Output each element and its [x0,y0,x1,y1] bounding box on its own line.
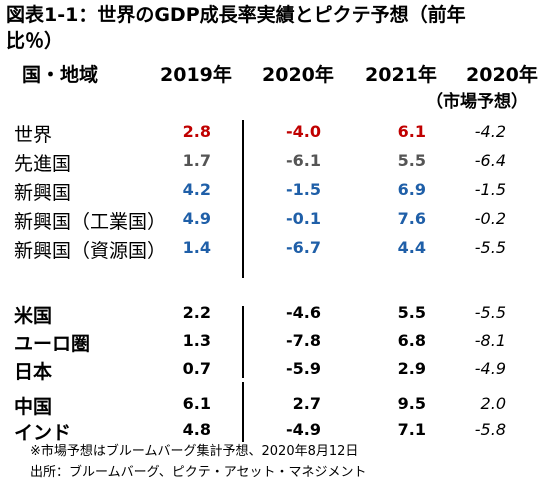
header-region: 国・地域 [22,64,99,86]
cell-v2019: 2.2 [182,303,211,322]
cell-v2020: -4.6 [286,303,321,322]
cell-v2021: 6.9 [397,180,426,199]
cell-v2021: 4.4 [397,238,426,257]
header-2019: 2019年 [160,64,232,86]
cell-v2021: 7.6 [397,209,426,228]
cell-v2021: 7.1 [397,420,426,439]
header-market: 2020年 [466,64,538,86]
row-label: インド [14,422,72,444]
row-label: 新興国（工業国） [14,211,167,233]
cell-market: 2.0 [480,394,506,413]
cell-v2021: 9.5 [397,394,426,413]
cell-v2020: 2.7 [292,394,321,413]
cell-market: -6.4 [474,151,506,170]
footnote-source: 出所：ブルームバーグ、ピクテ・アセット・マネジメント [30,465,367,480]
divider-mid [242,306,244,378]
row-label: 世界 [14,124,53,146]
cell-market: -5.5 [474,303,506,322]
row-label: 中国 [14,396,53,418]
row-label: 新興国 [14,182,72,204]
footnote-market: ※市場予想はブルームバーグ集計予想、2020年8月12日 [30,444,359,459]
cell-market: -8.1 [474,331,506,350]
cell-v2019: 4.9 [182,209,211,228]
cell-market: -5.8 [474,420,506,439]
cell-v2021: 6.8 [397,331,426,350]
cell-market: -0.2 [474,209,506,228]
header-market-sub: （市場予想） [426,92,528,112]
cell-market: -5.5 [474,238,506,257]
cell-v2021: 2.9 [397,359,426,378]
cell-v2020: -4.0 [286,122,321,141]
divider-bottom [242,382,244,442]
header-2021: 2021年 [365,64,437,86]
cell-v2020: -4.9 [286,420,321,439]
cell-v2020: -7.8 [286,331,321,350]
cell-v2019: 1.4 [182,238,211,257]
row-label: 日本 [14,361,53,383]
cell-v2020: -6.1 [286,151,321,170]
cell-market: -1.5 [474,180,506,199]
cell-v2019: 1.7 [182,151,211,170]
cell-v2020: -6.7 [286,238,321,257]
cell-v2020: -5.9 [286,359,321,378]
cell-v2021: 5.5 [397,303,426,322]
chart-title: 図表1-1：世界のGDP成長率実績とピクテ予想（前年比％） [6,4,466,52]
cell-v2021: 6.1 [397,122,426,141]
cell-v2019: 6.1 [182,394,211,413]
divider-top [242,120,244,278]
row-label: ユーロ圏 [14,333,91,355]
cell-v2019: 2.8 [182,122,211,141]
cell-v2020: -0.1 [286,209,321,228]
cell-market: -4.2 [474,122,506,141]
cell-v2020: -1.5 [286,180,321,199]
row-label: 米国 [14,305,53,327]
header-2020: 2020年 [262,64,334,86]
cell-v2019: 4.2 [182,180,211,199]
cell-v2019: 1.3 [182,331,211,350]
cell-v2021: 5.5 [397,151,426,170]
cell-v2019: 0.7 [182,359,211,378]
row-label: 先進国 [14,153,72,175]
row-label: 新興国（資源国） [14,240,167,262]
cell-v2019: 4.8 [182,420,211,439]
cell-market: -4.9 [474,359,506,378]
